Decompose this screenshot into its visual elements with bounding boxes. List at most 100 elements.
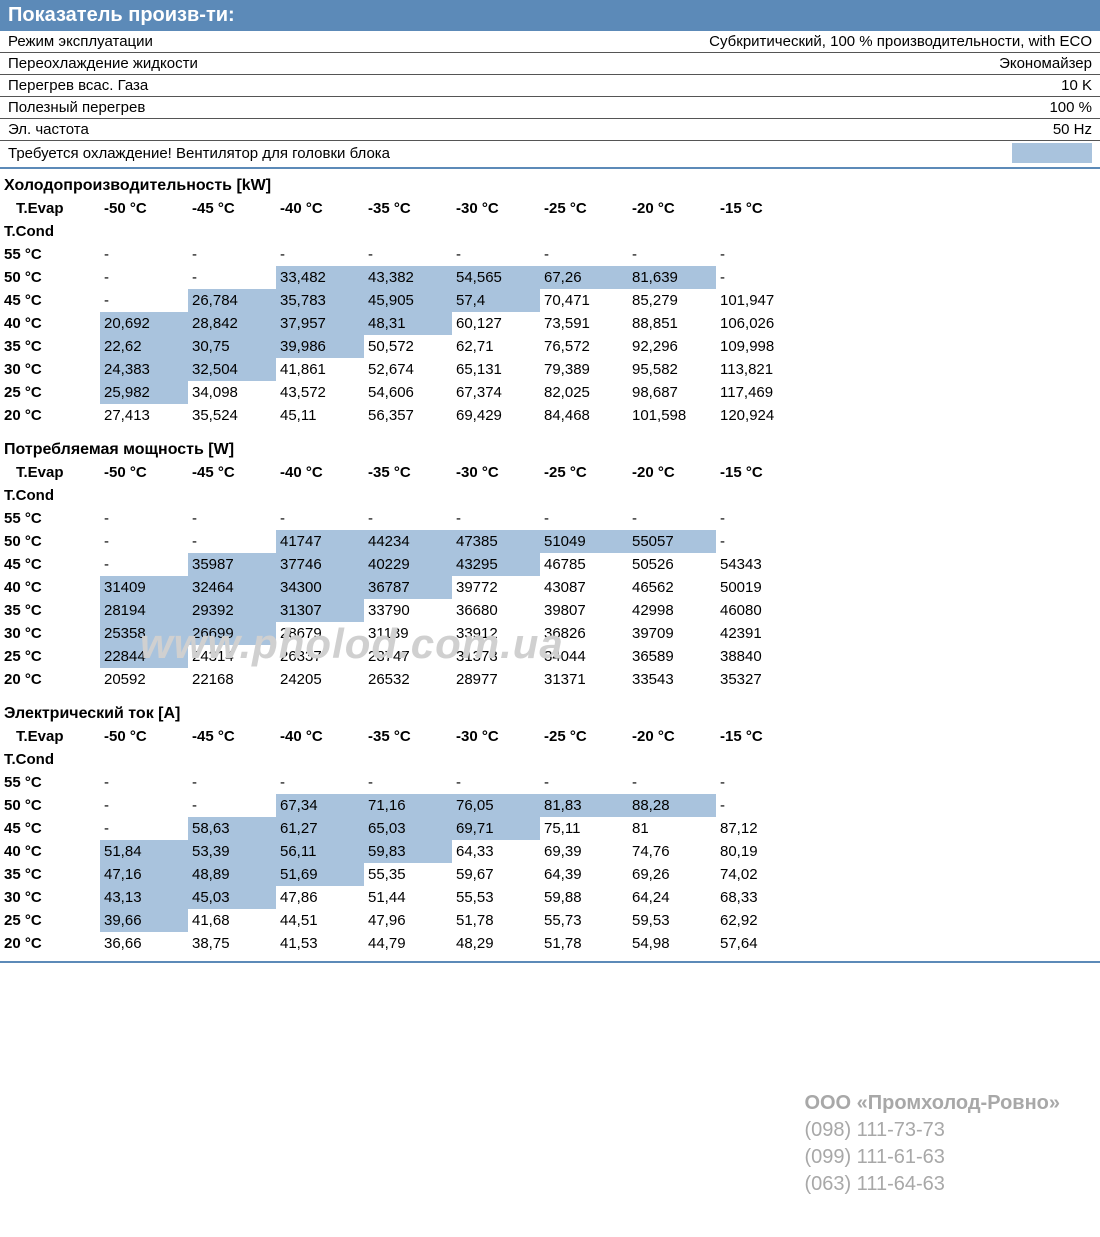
data-cell: 59,88 bbox=[540, 886, 628, 909]
data-cell: 74,02 bbox=[716, 863, 804, 886]
data-cell: 51,84 bbox=[100, 840, 188, 863]
data-cell: 106,026 bbox=[716, 312, 804, 335]
data-cell: 56,11 bbox=[276, 840, 364, 863]
data-table: T.Evap-50 °C-45 °C-40 °C-35 °C-30 °C-25 … bbox=[0, 461, 804, 691]
data-cell: - bbox=[188, 530, 276, 553]
data-cell: 31139 bbox=[364, 622, 452, 645]
data-cell: 54343 bbox=[716, 553, 804, 576]
data-cell: - bbox=[452, 507, 540, 530]
col-header: -35 °C bbox=[364, 725, 452, 748]
data-cell: 76,572 bbox=[540, 335, 628, 358]
data-cell: 28679 bbox=[276, 622, 364, 645]
data-cell: 22,62 bbox=[100, 335, 188, 358]
data-cell: 47,86 bbox=[276, 886, 364, 909]
data-cell: 74,76 bbox=[628, 840, 716, 863]
row-header: 50 °C bbox=[0, 794, 100, 817]
data-cell: 88,28 bbox=[628, 794, 716, 817]
data-cell: 48,89 bbox=[188, 863, 276, 886]
data-cell: 33,482 bbox=[276, 266, 364, 289]
data-cell: 51,44 bbox=[364, 886, 452, 909]
data-cell: 51,78 bbox=[452, 909, 540, 932]
data-cell: 36589 bbox=[628, 645, 716, 668]
data-cell: 26337 bbox=[276, 645, 364, 668]
row-header: 45 °C bbox=[0, 553, 100, 576]
data-cell: - bbox=[100, 266, 188, 289]
data-cell: 79,389 bbox=[540, 358, 628, 381]
col-header: -40 °C bbox=[276, 725, 364, 748]
note-color-bar bbox=[1012, 143, 1092, 163]
data-cell: - bbox=[100, 530, 188, 553]
data-cell: 54,606 bbox=[364, 381, 452, 404]
data-cell: 42998 bbox=[628, 599, 716, 622]
col-header: -40 °C bbox=[276, 461, 364, 484]
data-cell: 37,957 bbox=[276, 312, 364, 335]
data-cell: 65,131 bbox=[452, 358, 540, 381]
data-cell: - bbox=[716, 771, 804, 794]
data-cell: 39772 bbox=[452, 576, 540, 599]
data-cell: 32464 bbox=[188, 576, 276, 599]
data-cell: 39,986 bbox=[276, 335, 364, 358]
data-cell: 87,12 bbox=[716, 817, 804, 840]
data-cell: - bbox=[716, 243, 804, 266]
data-cell: 69,429 bbox=[452, 404, 540, 427]
section-title: Электрический ток [A] bbox=[0, 697, 1100, 725]
data-cell: 28747 bbox=[364, 645, 452, 668]
data-cell: - bbox=[276, 507, 364, 530]
data-cell: 20592 bbox=[100, 668, 188, 691]
data-cell: 40229 bbox=[364, 553, 452, 576]
row-header: 55 °C bbox=[0, 507, 100, 530]
data-cell: 64,33 bbox=[452, 840, 540, 863]
data-cell: 35987 bbox=[188, 553, 276, 576]
data-cell: 27,413 bbox=[100, 404, 188, 427]
col-header: -30 °C bbox=[452, 461, 540, 484]
data-cell: 51,69 bbox=[276, 863, 364, 886]
evap-header: T.Evap bbox=[0, 197, 100, 220]
data-cell: 41,861 bbox=[276, 358, 364, 381]
data-table: T.Evap-50 °C-45 °C-40 °C-35 °C-30 °C-25 … bbox=[0, 197, 804, 427]
param-value: 10 K bbox=[549, 75, 1100, 97]
data-cell: 43087 bbox=[540, 576, 628, 599]
data-cell: 38840 bbox=[716, 645, 804, 668]
data-cell: 65,03 bbox=[364, 817, 452, 840]
data-cell: 31409 bbox=[100, 576, 188, 599]
col-header: -40 °C bbox=[276, 197, 364, 220]
data-table: T.Evap-50 °C-45 °C-40 °C-35 °C-30 °C-25 … bbox=[0, 725, 804, 955]
param-value: Субкритический, 100 % производительности… bbox=[549, 31, 1100, 53]
data-cell: 69,26 bbox=[628, 863, 716, 886]
footer-company: ООО «Промхолод-Ровно» bbox=[804, 1090, 1060, 1117]
data-cell: 54,565 bbox=[452, 266, 540, 289]
data-cell: 64,39 bbox=[540, 863, 628, 886]
col-header: -30 °C bbox=[452, 725, 540, 748]
row-header: 20 °C bbox=[0, 404, 100, 427]
section-title: Холодопроизводительность [kW] bbox=[0, 169, 1100, 197]
data-cell: - bbox=[364, 243, 452, 266]
data-cell: - bbox=[100, 289, 188, 312]
param-label: Переохлаждение жидкости bbox=[0, 53, 549, 75]
row-header: 40 °C bbox=[0, 312, 100, 335]
data-cell: - bbox=[716, 507, 804, 530]
data-cell: 76,05 bbox=[452, 794, 540, 817]
col-header: -15 °C bbox=[716, 197, 804, 220]
col-header: -20 °C bbox=[628, 461, 716, 484]
data-cell: 55,53 bbox=[452, 886, 540, 909]
data-cell: 25358 bbox=[100, 622, 188, 645]
data-cell: - bbox=[628, 243, 716, 266]
data-cell: - bbox=[364, 507, 452, 530]
data-cell: - bbox=[628, 771, 716, 794]
col-header: -45 °C bbox=[188, 461, 276, 484]
row-header: 50 °C bbox=[0, 266, 100, 289]
data-cell: 51,78 bbox=[540, 932, 628, 955]
data-cell: 39807 bbox=[540, 599, 628, 622]
data-cell: 101,947 bbox=[716, 289, 804, 312]
data-cell: 48,31 bbox=[364, 312, 452, 335]
row-header: 25 °C bbox=[0, 381, 100, 404]
data-cell: 61,27 bbox=[276, 817, 364, 840]
data-cell: - bbox=[716, 794, 804, 817]
data-cell: 59,67 bbox=[452, 863, 540, 886]
data-cell: 46562 bbox=[628, 576, 716, 599]
row-header: 45 °C bbox=[0, 289, 100, 312]
data-cell: - bbox=[452, 771, 540, 794]
data-cell: 53,39 bbox=[188, 840, 276, 863]
data-cell: 28,842 bbox=[188, 312, 276, 335]
footer-phone: (099) 111-61-63 bbox=[804, 1144, 1060, 1171]
